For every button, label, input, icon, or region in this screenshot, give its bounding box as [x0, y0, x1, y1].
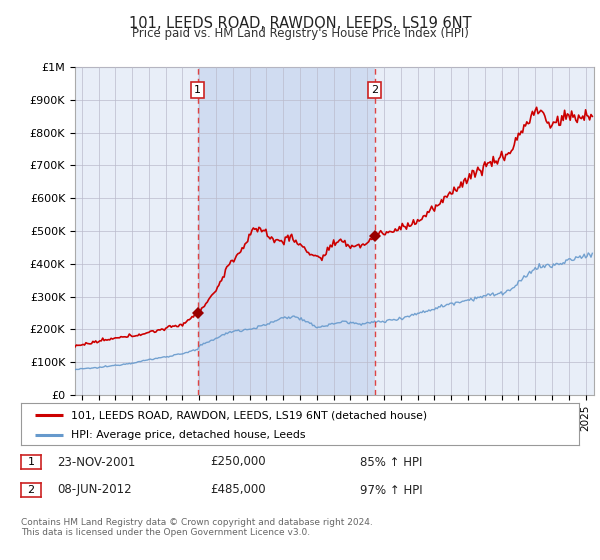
Text: £485,000: £485,000 [210, 483, 266, 497]
Text: HPI: Average price, detached house, Leeds: HPI: Average price, detached house, Leed… [71, 430, 306, 440]
Text: Price paid vs. HM Land Registry's House Price Index (HPI): Price paid vs. HM Land Registry's House … [131, 27, 469, 40]
Text: 08-JUN-2012: 08-JUN-2012 [57, 483, 131, 497]
Text: £250,000: £250,000 [210, 455, 266, 469]
Text: 101, LEEDS ROAD, RAWDON, LEEDS, LS19 6NT: 101, LEEDS ROAD, RAWDON, LEEDS, LS19 6NT [128, 16, 472, 31]
Text: 1: 1 [28, 457, 34, 466]
Text: Contains HM Land Registry data © Crown copyright and database right 2024.
This d: Contains HM Land Registry data © Crown c… [21, 518, 373, 538]
Bar [197, 67, 374, 395]
Text: 2: 2 [28, 485, 34, 494]
Text: 97% ↑ HPI: 97% ↑ HPI [360, 483, 422, 497]
Text: 101, LEEDS ROAD, RAWDON, LEEDS, LS19 6NT (detached house): 101, LEEDS ROAD, RAWDON, LEEDS, LS19 6NT… [71, 410, 427, 421]
Text: 85% ↑ HPI: 85% ↑ HPI [360, 455, 422, 469]
Text: 1: 1 [194, 85, 201, 95]
Text: 2: 2 [371, 85, 378, 95]
Text: 23-NOV-2001: 23-NOV-2001 [57, 455, 136, 469]
